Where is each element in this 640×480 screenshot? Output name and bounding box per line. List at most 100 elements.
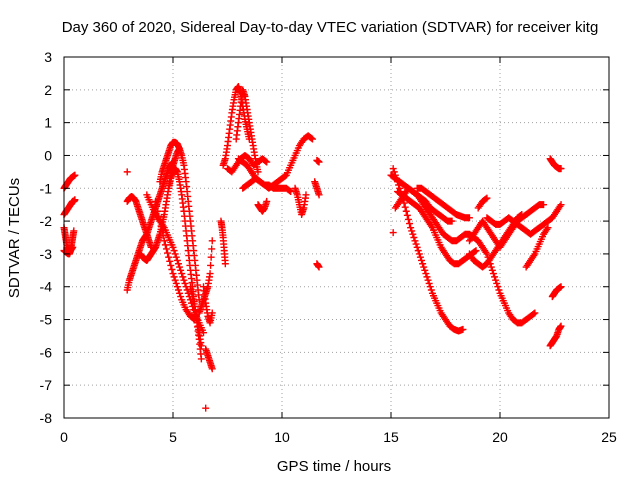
data-point bbox=[180, 276, 188, 284]
data-point bbox=[174, 260, 182, 268]
data-point bbox=[70, 227, 78, 235]
data-point bbox=[176, 263, 184, 271]
data-point bbox=[176, 289, 184, 297]
data-point bbox=[71, 171, 79, 179]
data-point bbox=[164, 249, 172, 257]
data-point bbox=[158, 227, 166, 235]
data-point bbox=[169, 243, 177, 251]
data-point bbox=[422, 270, 430, 278]
data-point bbox=[465, 214, 473, 222]
data-point bbox=[421, 266, 429, 274]
data-point bbox=[155, 212, 163, 220]
data-point bbox=[165, 253, 173, 261]
data-point bbox=[518, 211, 526, 219]
data-point bbox=[170, 273, 178, 281]
data-point bbox=[415, 250, 423, 258]
data-point bbox=[530, 310, 538, 318]
data-point bbox=[254, 168, 262, 176]
data-point bbox=[262, 157, 270, 165]
data-point bbox=[416, 253, 424, 261]
data-point bbox=[471, 247, 479, 255]
data-point bbox=[411, 237, 419, 245]
data-point bbox=[489, 270, 497, 278]
chart-title: Day 360 of 2020, Sidereal Day-to-day VTE… bbox=[62, 19, 599, 36]
data-point bbox=[202, 404, 210, 412]
data-point bbox=[315, 191, 323, 199]
data-point bbox=[459, 325, 467, 333]
data-point bbox=[170, 247, 178, 255]
data-point bbox=[71, 196, 79, 204]
y-tick-label: -4 bbox=[40, 279, 53, 295]
data-point bbox=[171, 276, 179, 284]
plot-frame bbox=[63, 56, 610, 419]
data-point bbox=[472, 247, 480, 255]
data-point bbox=[208, 245, 216, 253]
data-point bbox=[491, 273, 499, 281]
data-point bbox=[179, 273, 187, 281]
data-point bbox=[309, 135, 317, 143]
data-point bbox=[483, 194, 491, 202]
y-tick-label: -2 bbox=[40, 213, 53, 229]
data-point bbox=[389, 165, 397, 173]
y-tick-label: -7 bbox=[40, 377, 53, 393]
data-point bbox=[207, 261, 215, 269]
data-point bbox=[413, 243, 421, 251]
data-point bbox=[404, 215, 412, 223]
data-point bbox=[162, 245, 170, 253]
data-point bbox=[420, 263, 428, 271]
y-tick-label: -3 bbox=[40, 246, 53, 262]
data-point bbox=[394, 178, 402, 186]
data-point bbox=[263, 158, 271, 166]
data-point bbox=[425, 279, 433, 287]
data-point bbox=[286, 187, 294, 195]
data-point bbox=[495, 286, 503, 294]
x-tick-label: 20 bbox=[492, 429, 508, 445]
data-point bbox=[168, 265, 176, 273]
data-point bbox=[406, 220, 414, 228]
data-point bbox=[152, 197, 160, 205]
x-axis-label: GPS time / hours bbox=[277, 458, 391, 475]
data-point bbox=[123, 168, 131, 176]
data-point bbox=[492, 276, 500, 284]
data-marks bbox=[60, 83, 565, 412]
data-point bbox=[488, 266, 496, 274]
y-axis-label: SDTVAR / TECUs bbox=[6, 178, 23, 298]
data-point bbox=[390, 168, 398, 176]
data-point bbox=[409, 230, 417, 238]
data-point bbox=[172, 253, 180, 261]
data-point bbox=[156, 217, 164, 225]
data-point bbox=[177, 293, 185, 301]
data-point bbox=[418, 256, 426, 264]
data-point bbox=[263, 197, 271, 205]
data-point bbox=[157, 222, 165, 230]
data-point bbox=[531, 309, 539, 317]
y-tick-label: -5 bbox=[40, 312, 53, 328]
data-point bbox=[307, 134, 315, 142]
data-point bbox=[208, 365, 216, 373]
x-tick-label: 25 bbox=[601, 429, 617, 445]
data-point bbox=[487, 263, 495, 271]
y-tick-label: 3 bbox=[44, 49, 52, 65]
data-point bbox=[169, 270, 177, 278]
data-point bbox=[392, 174, 400, 182]
data-point bbox=[482, 195, 490, 203]
data-point bbox=[221, 260, 229, 268]
data-point bbox=[208, 309, 216, 317]
data-point bbox=[540, 201, 548, 209]
data-point bbox=[174, 286, 182, 294]
data-point bbox=[395, 181, 403, 189]
data-point bbox=[407, 224, 415, 232]
data-point bbox=[557, 201, 565, 209]
data-point bbox=[161, 241, 169, 249]
x-tick-label: 15 bbox=[383, 429, 399, 445]
data-point bbox=[427, 286, 435, 294]
data-point bbox=[401, 203, 409, 211]
data-point bbox=[302, 191, 310, 199]
data-point bbox=[403, 211, 411, 219]
x-tick-label: 10 bbox=[274, 429, 290, 445]
x-tick-label: 0 bbox=[60, 429, 68, 445]
data-point bbox=[173, 283, 181, 291]
data-point bbox=[315, 263, 323, 271]
data-point bbox=[154, 207, 162, 215]
